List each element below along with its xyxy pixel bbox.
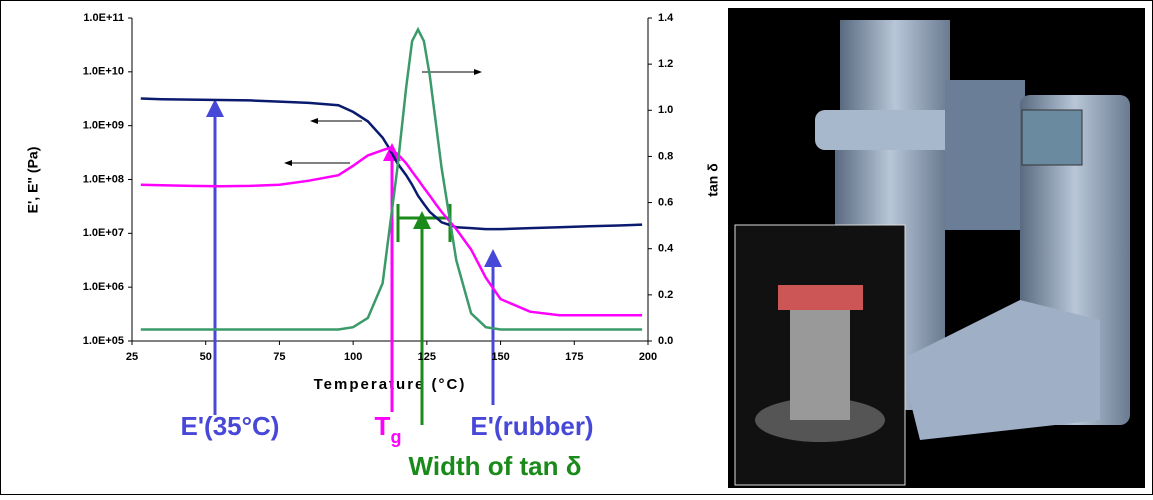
x-tick-label: 200 bbox=[639, 351, 657, 363]
annotation-text: T bbox=[375, 411, 391, 441]
annotation-subscript: g bbox=[390, 427, 401, 447]
x-tick-label: 100 bbox=[344, 351, 362, 363]
x-tick-label: 175 bbox=[565, 351, 583, 363]
y2-tick-label: 1.4 bbox=[658, 12, 674, 24]
y2-tick-label: 0.6 bbox=[658, 196, 673, 208]
y2-tick-label: 0.4 bbox=[658, 243, 674, 255]
y2-tick-label: 1.2 bbox=[658, 58, 673, 70]
x-tick-label: 125 bbox=[418, 351, 436, 363]
y-tick-label: 1.0E+11 bbox=[83, 12, 124, 24]
annotation: Width of tan δ bbox=[409, 451, 582, 481]
annotation-arrows bbox=[206, 69, 502, 425]
y2-tick-label: 0.8 bbox=[658, 150, 673, 162]
x-tick-label: 50 bbox=[200, 351, 212, 363]
y-tick-label: 1.0E+08 bbox=[83, 173, 124, 185]
y-tick-label: 1.0E+07 bbox=[83, 227, 124, 239]
x-tick-label: 150 bbox=[491, 351, 509, 363]
annotation: E'(35°C) bbox=[181, 411, 280, 441]
y2-tick-label: 1.0 bbox=[658, 104, 673, 116]
y2-tick-label: 0.0 bbox=[658, 335, 673, 347]
annotation: Tg bbox=[375, 411, 402, 447]
x-tick-label: 75 bbox=[273, 351, 285, 363]
data-line bbox=[140, 26, 643, 331]
y-tick-label: 1.0E+10 bbox=[83, 66, 124, 78]
y-axis-label: E', E" (Pa) bbox=[25, 147, 41, 214]
data-line bbox=[140, 146, 643, 317]
x-axis-label: Temperature (°C) bbox=[314, 376, 467, 393]
y-tick-label: 1.0E+05 bbox=[83, 335, 124, 347]
y2-tick-label: 0.2 bbox=[658, 289, 673, 301]
y-tick-label: 1.0E+09 bbox=[83, 120, 124, 132]
y2-axis-label: tan δ bbox=[705, 163, 721, 196]
photo bbox=[728, 8, 1145, 488]
data-line bbox=[140, 97, 643, 231]
y-tick-label: 1.0E+06 bbox=[83, 281, 124, 293]
annotation: E'(rubber) bbox=[470, 411, 593, 441]
x-tick-label: 25 bbox=[126, 351, 138, 363]
